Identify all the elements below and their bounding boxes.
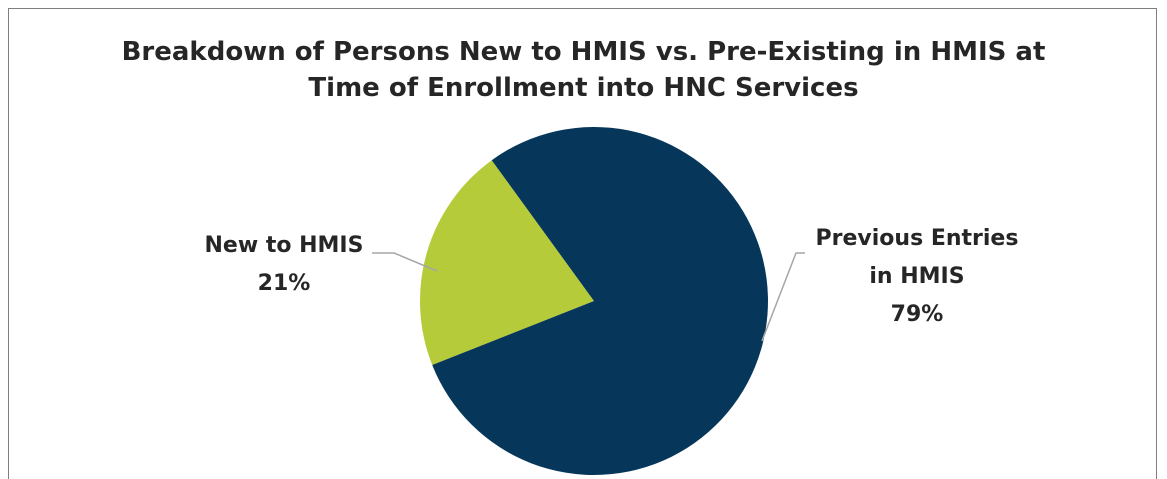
slice-percent-new: 21% [258, 271, 311, 296]
slice-percent-previous: 79% [891, 302, 944, 327]
leader-line-previous [761, 252, 805, 342]
slice-label-previous-line1: Previous Entries [816, 226, 1019, 251]
chart-title-line-2: Time of Enrollment into HNC Services [308, 73, 859, 103]
slice-previous-entries [432, 127, 768, 476]
chart-title: Breakdown of Persons New to HMIS vs. Pre… [0, 34, 1167, 106]
slice-label-new: New to HMIS [205, 233, 364, 258]
slice-new-to-hmis [420, 160, 594, 366]
leader-line-new [372, 252, 438, 272]
slice-label-previous-line2: in HMIS [869, 264, 964, 289]
chart-title-line-1: Breakdown of Persons New to HMIS vs. Pre… [121, 37, 1046, 67]
